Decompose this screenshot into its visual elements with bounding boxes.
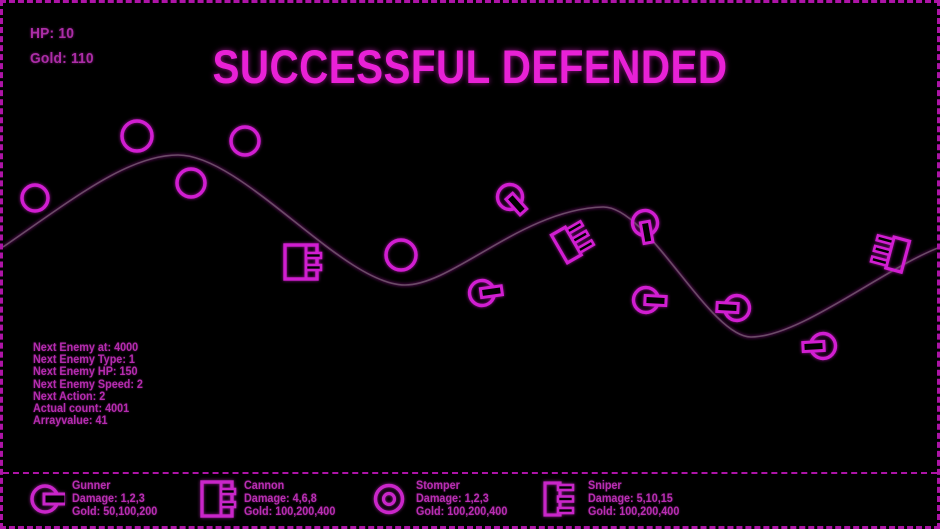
cannon-icon [200, 480, 237, 518]
tower-damage: Damage: 1,2,3 [416, 492, 489, 505]
gunner-tower [495, 182, 529, 217]
tower-damage: Damage: 4,6,8 [244, 492, 317, 505]
tower-gold: Gold: 100,200,400 [244, 505, 336, 518]
tower-name: Stomper [416, 479, 460, 492]
debug-line: Arrayvalue: 41 [33, 415, 108, 428]
cannon-tower [283, 243, 323, 281]
enemy-circle [384, 238, 418, 272]
sniper-tower [869, 233, 912, 275]
tower-name: Cannon [244, 479, 285, 492]
gold-readout: Gold: 110 [30, 50, 94, 67]
stomper-icon [373, 483, 405, 515]
enemy-circle [229, 125, 261, 157]
enemy-circle [20, 183, 50, 213]
debug-line: Next Enemy Speed: 2 [33, 378, 143, 391]
gunner-tower [630, 208, 660, 246]
tower-damage: Damage: 1,2,3 [72, 492, 145, 505]
gunner-tower [467, 278, 505, 308]
tower-slot-sniper[interactable]: Sniper Damage: 5,10,15 Gold: 100,200,400 [541, 479, 685, 519]
tower-damage: Damage: 5,10,15 [588, 492, 673, 505]
victory-banner: SUCCESSFUL DEFENDED [212, 40, 728, 93]
debug-readout: Next Enemy at: 4000 Next Enemy Type: 1 N… [33, 342, 143, 427]
tower-name: Gunner [72, 479, 111, 492]
enemy-circle [175, 167, 207, 199]
debug-line: Next Enemy HP: 150 [33, 366, 138, 379]
debug-line: Actual count: 4001 [33, 403, 130, 416]
gunner-tower [801, 331, 838, 361]
tower-slot-gunner[interactable]: Gunner Damage: 1,2,3 Gold: 50,100,200 [25, 479, 163, 519]
gunner-tower [715, 293, 752, 323]
tower-name: Sniper [588, 479, 622, 492]
enemy-circle [120, 119, 154, 153]
gunner-tower [631, 285, 668, 315]
tower-toolbar: Gunner Damage: 1,2,3 Gold: 50,100,200 Ca… [3, 472, 937, 526]
tower-slot-stomper[interactable]: Stomper Damage: 1,2,3 Gold: 100,200,400 [369, 479, 513, 519]
tower-slot-cannon[interactable]: Cannon Damage: 4,6,8 Gold: 100,200,400 [197, 479, 341, 519]
tower-gold: Gold: 50,100,200 [72, 505, 158, 518]
gunner-icon [30, 484, 65, 514]
debug-line: Next Action: 2 [33, 390, 106, 403]
hp-readout: HP: 10 [30, 25, 75, 42]
tower-gold: Gold: 100,200,400 [416, 505, 508, 518]
debug-line: Next Enemy Type: 1 [33, 354, 135, 367]
game-field[interactable] [3, 3, 937, 526]
enemy-path [3, 154, 937, 338]
hud: HP: 10 Gold: 110 [30, 21, 94, 71]
tower-gold: Gold: 100,200,400 [588, 505, 680, 518]
sniper-tower [549, 219, 596, 266]
sniper-icon [543, 481, 575, 517]
debug-line: Next Enemy at: 4000 [33, 342, 139, 354]
